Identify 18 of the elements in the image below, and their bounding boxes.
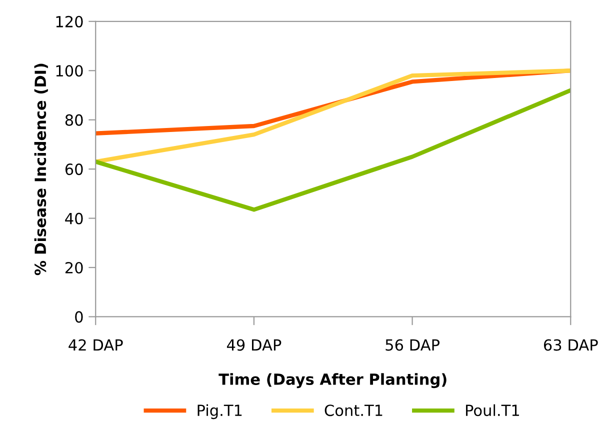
y-tick-label: 100	[56, 65, 83, 77]
y-tick-label: 60	[65, 164, 83, 176]
x-tick-label: 49 DAP	[226, 339, 282, 351]
legend-label: Poul.T1	[466, 404, 519, 416]
legend-label: Cont.T1	[324, 404, 382, 416]
x-tick-label: 42 DAP	[68, 339, 123, 351]
y-tick-label: 20	[65, 262, 83, 274]
legend-label: Pig.T1	[198, 404, 242, 420]
y-axis-title: % Disease Incidence (DI)	[34, 64, 48, 276]
y-tick-label: 120	[56, 16, 83, 28]
x-axis-title: Time (Days After Planting)	[218, 373, 446, 388]
x-tick-label: 56 DAP	[386, 339, 440, 351]
y-tick-label: 80	[65, 114, 83, 126]
line-series	[96, 88, 571, 212]
x-tick-label: 63 DAP	[544, 339, 598, 351]
y-tick-label: 0	[75, 311, 83, 323]
y-tick-label: 40	[65, 212, 83, 224]
line-series	[96, 68, 571, 164]
